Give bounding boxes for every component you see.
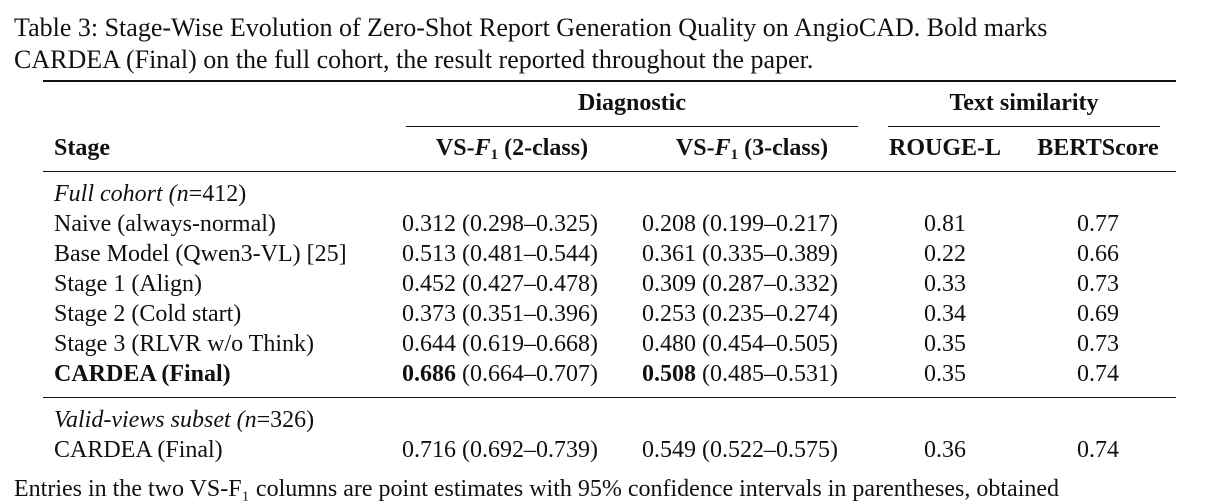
column-header-rouge-l: ROUGE-L [888, 135, 1001, 161]
row-stage: Base Model (Qwen3-VL) [25] [54, 241, 347, 267]
row-vs-f1-3-class: 0.508 (0.485–0.531) [642, 361, 838, 387]
row-vs-f1-2-class: 0.716 (0.692–0.739) [402, 437, 598, 463]
row-bertscore: 0.74 [1077, 361, 1119, 387]
row-vs-f1-3-class: 0.549 (0.522–0.575) [642, 437, 838, 463]
row-rouge-l: 0.81 [924, 211, 966, 237]
row-vs-f1-2-class: 0.312 (0.298–0.325) [402, 211, 598, 237]
row-vs-f1-3-class: 0.361 (0.335–0.389) [642, 241, 838, 267]
row-vs-f1-3-class: 0.208 (0.199–0.217) [642, 211, 838, 237]
row-bertscore: 0.77 [1077, 211, 1119, 237]
row-vs-f1-3-class: 0.253 (0.235–0.274) [642, 301, 838, 327]
table-caption: Table 3: Stage-Wise Evolution of Zero-Sh… [14, 13, 1048, 74]
section-label-valid-views-subset: Valid-views subset (n=326) [54, 407, 315, 433]
row-stage: CARDEA (Final) [54, 361, 231, 387]
table-footnote: Entries in the two VS-F₁ columns are poi… [14, 476, 1060, 502]
row-rouge-l: 0.33 [924, 271, 966, 297]
diagnostic-cmidrule [406, 126, 858, 127]
row-bertscore: 0.69 [1077, 301, 1119, 327]
row-vs-f1-3-class: 0.480 (0.454–0.505) [642, 331, 838, 357]
row-vs-f1-2-class: 0.513 (0.481–0.544) [402, 241, 598, 267]
row-stage: Naive (always-normal) [54, 211, 276, 237]
section-separator-rule [43, 397, 1176, 398]
group-header-text-similarity: Text similarity [949, 90, 1099, 116]
top-rule [43, 80, 1176, 82]
column-header-stage: Stage [54, 135, 110, 161]
column-header-vs-f1-2-class: VS-F1 (2-class) [435, 135, 589, 163]
row-rouge-l: 0.35 [924, 331, 966, 357]
row-vs-f1-2-class: 0.686 (0.664–0.707) [402, 361, 598, 387]
row-bertscore: 0.66 [1077, 241, 1119, 267]
row-rouge-l: 0.35 [924, 361, 966, 387]
row-vs-f1-2-class: 0.373 (0.351–0.396) [402, 301, 598, 327]
row-bertscore: 0.73 [1077, 331, 1119, 357]
row-stage: Stage 1 (Align) [54, 271, 202, 297]
row-stage: CARDEA (Final) [54, 437, 223, 463]
row-bertscore: 0.74 [1077, 437, 1119, 463]
row-rouge-l: 0.34 [924, 301, 966, 327]
row-rouge-l: 0.22 [924, 241, 966, 267]
row-bertscore: 0.73 [1077, 271, 1119, 297]
row-stage: Stage 2 (Cold start) [54, 301, 242, 327]
text-similarity-cmidrule [888, 126, 1160, 127]
row-vs-f1-3-class: 0.309 (0.287–0.332) [642, 271, 838, 297]
section-label-full-cohort: Full cohort (n=412) [54, 181, 247, 207]
row-vs-f1-2-class: 0.452 (0.427–0.478) [402, 271, 598, 297]
row-vs-f1-2-class: 0.644 (0.619–0.668) [402, 331, 598, 357]
header-rule [43, 171, 1176, 172]
column-header-bertscore: BERTScore [1037, 135, 1159, 161]
row-stage: Stage 3 (RLVR w/o Think) [54, 331, 315, 357]
row-rouge-l: 0.36 [924, 437, 966, 463]
group-header-diagnostic: Diagnostic [578, 90, 686, 116]
column-header-vs-f1-3-class: VS-F1 (3-class) [675, 135, 829, 163]
